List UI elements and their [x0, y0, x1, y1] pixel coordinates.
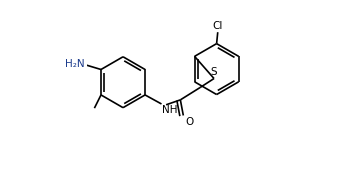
Text: NH: NH: [162, 105, 177, 115]
Text: S: S: [210, 67, 217, 77]
Text: Cl: Cl: [213, 21, 223, 31]
Text: O: O: [186, 117, 194, 127]
Text: H₂N: H₂N: [65, 59, 84, 69]
